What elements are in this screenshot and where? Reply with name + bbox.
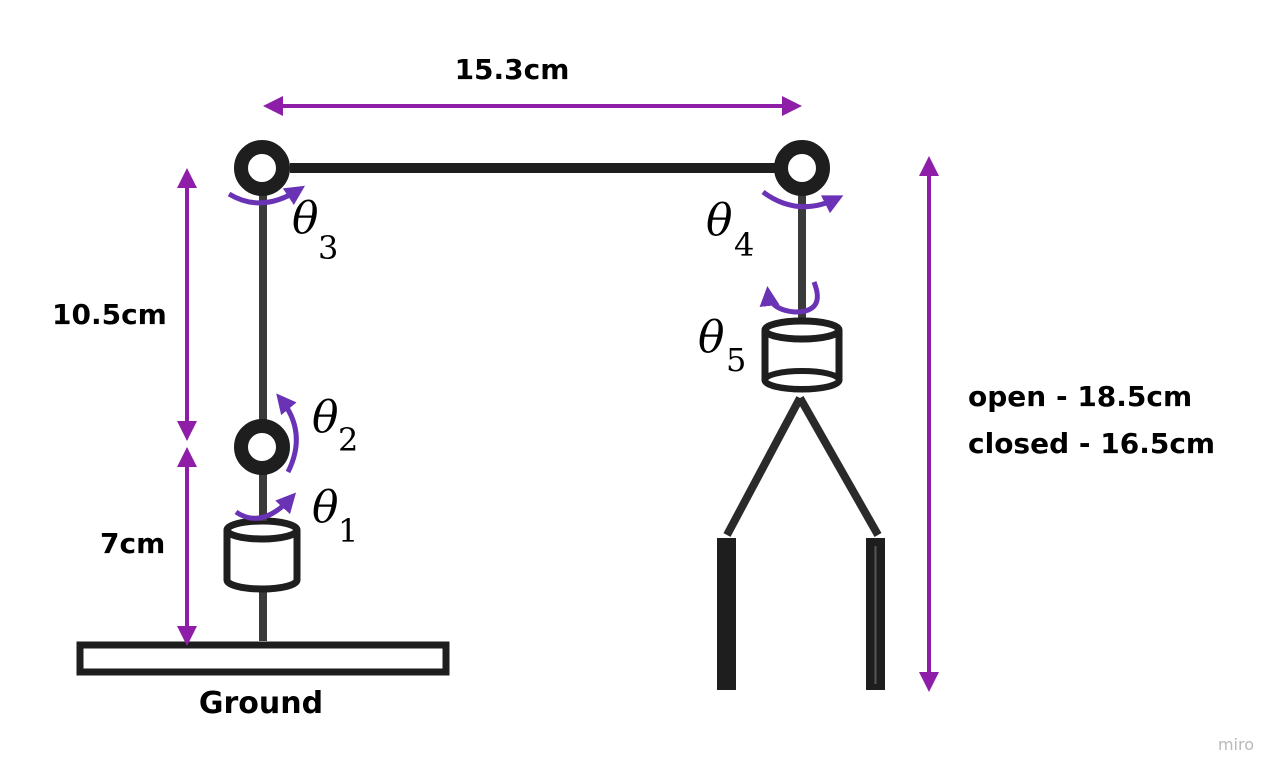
label-top-width: 15.3cm xyxy=(455,53,570,86)
ground-label: Ground xyxy=(199,686,323,721)
theta4-label: θ 4 xyxy=(706,195,754,264)
joint-elbow xyxy=(234,419,290,475)
gripper-finger-left xyxy=(717,538,736,690)
ground-plate xyxy=(76,641,450,676)
theta5-index: 5 xyxy=(726,341,746,379)
joint-wrist xyxy=(774,140,830,196)
wrist-rotator-cylinder xyxy=(761,317,843,393)
label-lower-link: 7cm xyxy=(100,527,165,560)
label-gripper-closed: closed - 16.5cm xyxy=(968,427,1215,460)
theta3-symbol: θ xyxy=(292,193,319,244)
theta4-index: 4 xyxy=(734,226,754,264)
theta1-label: θ 1 xyxy=(312,482,358,550)
rotation-arrow-theta4 xyxy=(761,189,844,214)
theta3-index: 3 xyxy=(318,229,338,267)
theta2-label: θ 2 xyxy=(312,392,358,459)
rotation-arrow-theta5 xyxy=(759,281,820,315)
rotation-arrow-theta2 xyxy=(276,393,299,474)
rotation-arrow-theta3 xyxy=(227,185,306,206)
joint-shoulder xyxy=(234,140,290,196)
theta1-symbol: θ xyxy=(312,482,339,533)
label-gripper-open: open - 18.5cm xyxy=(968,380,1192,413)
theta2-index: 2 xyxy=(338,421,358,459)
gripper xyxy=(717,396,885,690)
theta4-symbol: θ xyxy=(706,195,733,246)
theta3-label: θ 3 xyxy=(292,193,338,267)
gripper-arm-right xyxy=(796,396,882,537)
theta5-symbol: θ xyxy=(698,312,725,363)
theta2-symbol: θ xyxy=(312,392,339,443)
base-rotator-cylinder xyxy=(223,517,301,593)
theta5-label: θ 5 xyxy=(698,312,746,379)
rotation-arrow-theta1 xyxy=(234,492,297,521)
label-upper-link: 10.5cm xyxy=(52,298,167,331)
theta1-index: 1 xyxy=(338,512,358,550)
miro-watermark: miro xyxy=(1218,735,1254,754)
gripper-arm-left xyxy=(723,396,804,537)
